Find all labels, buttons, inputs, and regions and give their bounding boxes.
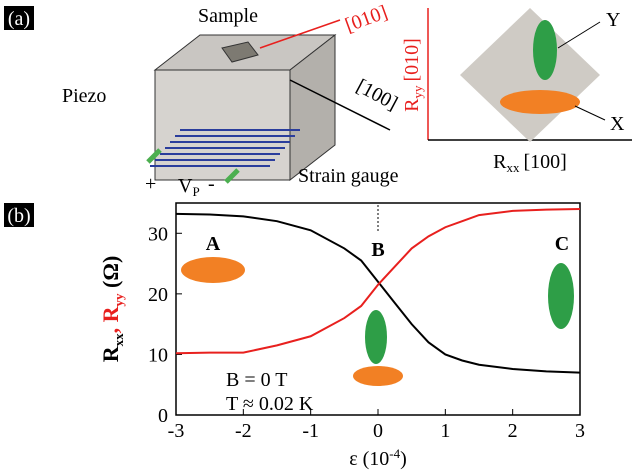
icons (181, 205, 574, 386)
annotation: C (555, 233, 569, 255)
x-tick-label: -1 (302, 420, 319, 442)
y-tick-label: 20 (148, 284, 168, 306)
vp-main: V (178, 175, 193, 197)
annotation: B = 0 T (226, 369, 287, 391)
y-label-part: R (98, 345, 123, 362)
rxx-sub: xx (507, 160, 521, 175)
series-line (175, 212, 581, 374)
y-tick-label: 0 (158, 405, 168, 427)
strain-gauge-label: Strain gauge (298, 165, 399, 187)
dir-010: [010] (342, 1, 390, 36)
rxx-label: Rxx [100] (493, 151, 567, 175)
y-tick-label: 30 (148, 223, 168, 245)
plus-label: + (145, 173, 156, 195)
rxx-dir: [100] (524, 151, 567, 173)
series-line (175, 208, 581, 355)
x-tick-label: 2 (508, 420, 518, 442)
ryy-dir: [010] (401, 38, 423, 81)
inset (427, 8, 632, 142)
panel-label: (b) (7, 205, 30, 227)
panel-label: (a) (8, 8, 30, 30)
annotation: B (371, 239, 384, 261)
x-marker: X (610, 113, 625, 135)
ryy-label: Ryy [010] (401, 38, 425, 112)
panel-label-box (4, 203, 34, 227)
x-tick-label: -3 (168, 420, 185, 442)
y-label-part: xx (111, 333, 126, 347)
x-label-part: ε (10 (349, 448, 389, 470)
ryy-sub: yy (410, 85, 425, 99)
y-tick-label: 10 (148, 344, 168, 366)
dir-100: [100] (353, 75, 402, 115)
y-marker: Y (606, 9, 620, 31)
y-label-part: (Ω) (98, 256, 123, 294)
y-axis-label: Rxx, Ryy (Ω) (98, 256, 126, 363)
x-label-part: ) (400, 448, 407, 470)
minus-label: - (208, 173, 215, 195)
rxx-main: R (493, 151, 507, 173)
ryy-main: R (401, 98, 423, 112)
annotation: A (206, 233, 221, 255)
piezo-box (146, 19, 391, 184)
x-label-part: -4 (389, 446, 400, 461)
piezo-label: Piezo (62, 85, 106, 107)
vp-sub: P (192, 184, 199, 199)
x-tick-label: 0 (373, 420, 383, 442)
x-tick-label: 3 (575, 420, 585, 442)
y-label-part: yy (111, 293, 126, 307)
x-tick-label: 1 (440, 420, 450, 442)
y-label-part: , R (98, 305, 123, 333)
sample-label: Sample (198, 5, 258, 27)
panel-label-box (4, 6, 34, 30)
vp-label: VP (178, 175, 200, 199)
x-tick-label: -2 (235, 420, 252, 442)
annotation: T ≈ 0.02 K (226, 393, 314, 415)
x-axis-label: ε (10-4) (349, 446, 407, 470)
